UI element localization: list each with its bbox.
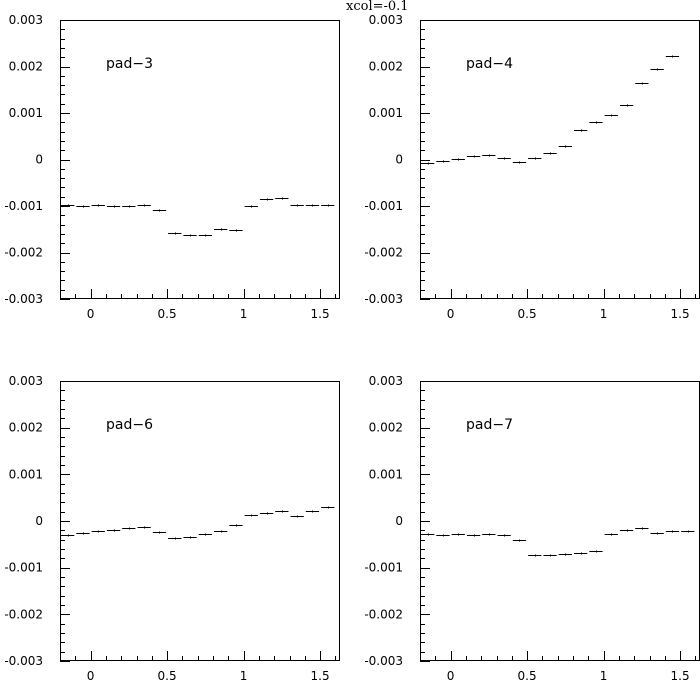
- x-tick-label: 1.5: [671, 307, 690, 321]
- y-tick-label: 0: [35, 514, 43, 528]
- x-tick-label: 0: [447, 307, 455, 321]
- x-tick-label: 1: [600, 307, 608, 321]
- y-tick-label: -0.001: [4, 199, 43, 213]
- y-tick-label: 0.001: [369, 467, 403, 481]
- y-tick-label: 0.003: [369, 13, 403, 27]
- pad-label: pad−7: [466, 417, 513, 433]
- y-tick-label: -0.002: [4, 607, 43, 621]
- y-tick-label: -0.003: [4, 654, 43, 668]
- y-tick-label: -0.001: [364, 561, 403, 575]
- y-tick-label: 0.001: [9, 467, 43, 481]
- y-tick-label: -0.003: [364, 292, 403, 306]
- x-tick-label: 1: [240, 307, 248, 321]
- y-tick-label: 0.003: [9, 13, 43, 27]
- x-tick-label: 1.5: [311, 307, 330, 321]
- pad-label: pad−4: [466, 56, 513, 72]
- y-tick-label: -0.002: [4, 246, 43, 260]
- x-tick-label: 1: [240, 669, 248, 680]
- y-tick-label: -0.001: [4, 561, 43, 575]
- plot-frame: [60, 20, 340, 299]
- y-tick-label: 0.002: [9, 421, 43, 435]
- y-tick-label: 0.002: [369, 421, 403, 435]
- pad-label: pad−6: [106, 417, 153, 433]
- y-tick-label: -0.002: [364, 246, 403, 260]
- panel-3: 0.003 0.002 0.001 0 -0.001 -0.002 -0.003 0 0.5 1 1…: [4, 374, 340, 680]
- y-tick-label: -0.001: [364, 199, 403, 213]
- y-tick-label: -0.003: [364, 654, 403, 668]
- panel-1: 0.003 0.002 0.001 0 -0.001 -0.002 -0.003 0 0.5 1 1…: [4, 13, 340, 321]
- pad-label: pad−3: [106, 56, 153, 72]
- x-tick-label: 0.5: [158, 307, 177, 321]
- x-tick-label: 0.5: [518, 307, 537, 321]
- y-tick-label: 0.003: [9, 374, 43, 388]
- x-tick-label: 1.5: [311, 669, 330, 680]
- x-tick-label: 0: [87, 307, 95, 321]
- y-tick-label: 0.001: [369, 106, 403, 120]
- y-tick-label: -0.003: [4, 292, 43, 306]
- y-tick-label: 0: [395, 153, 403, 167]
- x-tick-label: 0: [447, 669, 455, 680]
- x-tick-label: 1: [600, 669, 608, 680]
- panel-2: 0.003 0.002 0.001 0 -0.001 -0.002 -0.003 0 0.5 1 1…: [364, 13, 700, 321]
- plot-frame: [420, 381, 700, 661]
- y-tick-label: -0.002: [364, 607, 403, 621]
- y-tick-label: 0.002: [9, 60, 43, 74]
- plot-frame: [60, 381, 340, 661]
- figure-title: xcol=-0.1: [346, 0, 409, 14]
- x-tick-label: 0.5: [158, 669, 177, 680]
- panel-4: 0.003 0.002 0.001 0 -0.001 -0.002 -0.003 0 0.5 1 1…: [364, 374, 700, 680]
- x-tick-label: 0.5: [518, 669, 537, 680]
- y-tick-label: 0.002: [369, 60, 403, 74]
- y-tick-label: 0.003: [369, 374, 403, 388]
- y-tick-label: 0.001: [9, 106, 43, 120]
- x-tick-label: 0: [87, 669, 95, 680]
- y-tick-label: 0: [35, 153, 43, 167]
- x-tick-label: 1.5: [671, 669, 690, 680]
- y-tick-label: 0: [395, 514, 403, 528]
